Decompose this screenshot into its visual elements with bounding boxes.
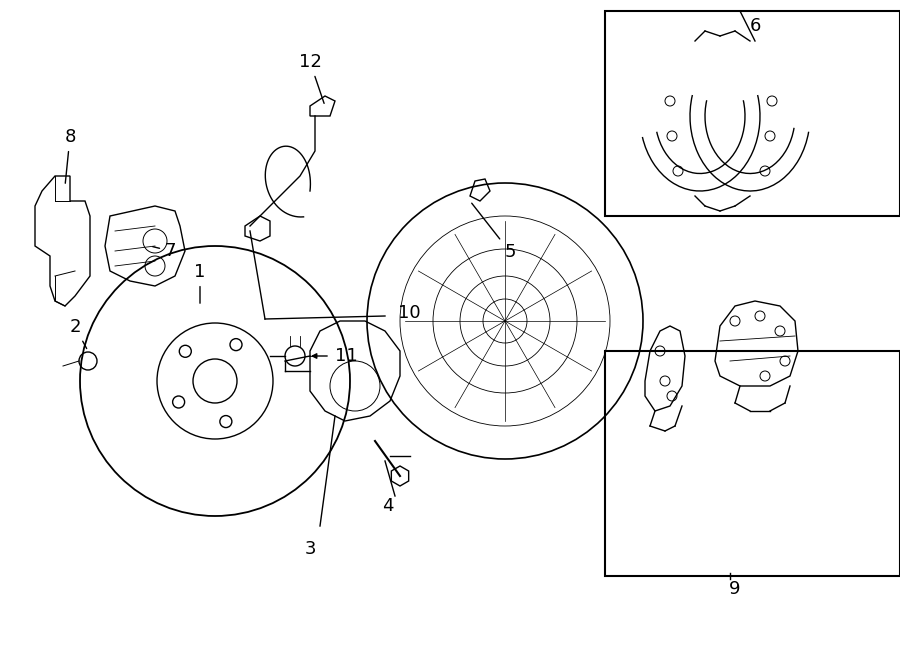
- Text: 11: 11: [335, 347, 358, 365]
- Text: 12: 12: [299, 53, 324, 103]
- Bar: [605, 351, 900, 576]
- Text: 3: 3: [304, 540, 316, 558]
- Text: 10: 10: [398, 304, 420, 322]
- Text: 7: 7: [153, 242, 176, 260]
- Text: 2: 2: [69, 318, 86, 348]
- Text: 6: 6: [750, 17, 760, 35]
- Bar: [605, 11, 900, 216]
- Text: 4: 4: [382, 497, 394, 515]
- Text: 9: 9: [729, 580, 741, 598]
- Text: 8: 8: [64, 128, 76, 183]
- Text: 1: 1: [194, 263, 206, 303]
- Text: 5: 5: [472, 203, 516, 261]
